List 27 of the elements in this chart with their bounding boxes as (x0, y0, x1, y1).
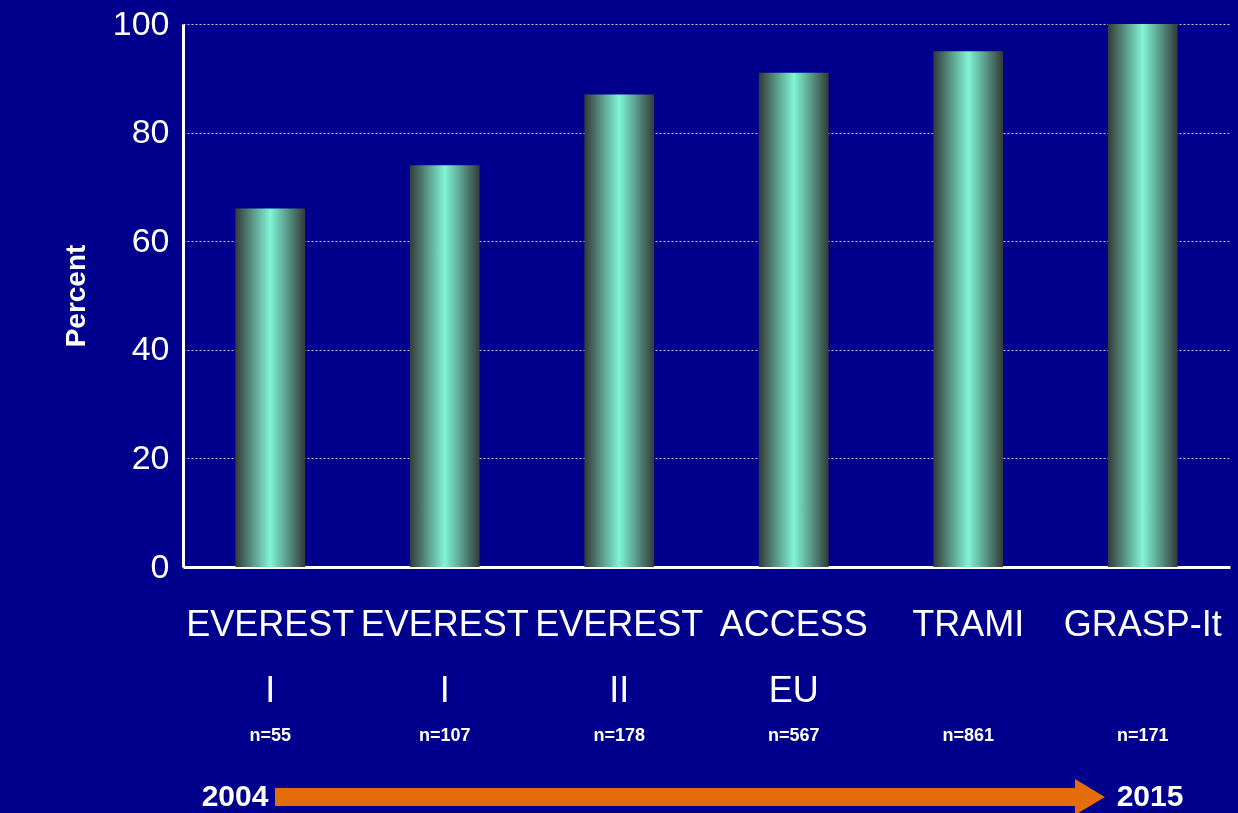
y-tick-label: 60 (131, 220, 170, 259)
text: 2015 (1116, 779, 1184, 812)
y-tick-label: 80 (131, 112, 170, 151)
x-tick-label: ACCESS EU (719, 602, 868, 710)
bar (584, 94, 655, 567)
x-tick-label: EVEREST I (186, 602, 355, 710)
text: n=861 (942, 725, 995, 745)
text: n=107 (418, 725, 471, 745)
text: 2004 (201, 779, 269, 812)
bar (758, 72, 829, 567)
x-tick-label: EVEREST I (360, 602, 529, 710)
bar (409, 165, 480, 567)
y-tick-label: 20 (131, 437, 170, 476)
y-axis-title: Percent (59, 244, 91, 348)
bar (933, 51, 1004, 567)
text: n=567 (767, 725, 820, 745)
x-tick-label: TRAMI (912, 602, 1025, 644)
text: n=55 (249, 725, 292, 745)
text: n=178 (593, 725, 646, 745)
x-tick-label: EVEREST II (535, 602, 704, 710)
bar (235, 208, 306, 567)
x-tick-label: GRASP-It (1063, 602, 1222, 644)
bar (1107, 24, 1178, 567)
y-tick-label: 0 (150, 546, 170, 585)
text: n=171 (1116, 725, 1169, 745)
y-tick-label: 40 (131, 329, 170, 368)
y-tick-label: 100 (112, 3, 170, 42)
